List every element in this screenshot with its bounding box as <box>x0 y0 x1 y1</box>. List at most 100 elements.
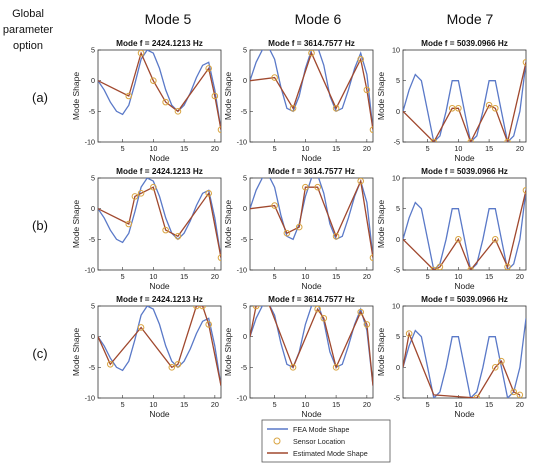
legend-estimated-label: Estimated Mode Shape <box>293 449 368 458</box>
p6-xtick-label: 15 <box>180 400 188 409</box>
p3-ylabel: Mode Shape <box>71 200 81 248</box>
subplot-c-mode-5: Mode f = 2424.1213 Hz 5 10 15 20 -10 -5 0 5 Node M… <box>71 295 222 419</box>
p2-estimated-line <box>403 62 526 142</box>
p4-xtick-label: 15 <box>332 272 340 281</box>
p1-xlabel: Node <box>301 153 322 163</box>
p4-sensor-point <box>357 178 364 185</box>
p1-ytick-label: -5 <box>241 107 247 116</box>
p2-xlabel: Node <box>454 153 475 163</box>
p5-sensor-point <box>491 236 499 243</box>
p2-axes-box <box>402 49 527 143</box>
p5-ylabel: Mode Shape <box>376 200 386 248</box>
p8-sensor-point <box>491 364 499 371</box>
p2-plot-area <box>403 58 526 142</box>
p7-xtick-label: 10 <box>301 400 309 409</box>
p0-sensor-point <box>137 50 145 57</box>
p7-axes-box <box>249 305 374 399</box>
p0-ylabel: Mode Shape <box>71 72 81 120</box>
p4-sensor-point <box>332 232 340 240</box>
p5-ytick-label: 5 <box>396 204 400 213</box>
p4-title: Mode f = 3614.7577 Hz <box>268 167 355 176</box>
p2-ylabel: Mode Shape <box>376 72 386 120</box>
p6-sensor-point <box>137 324 145 331</box>
p4-xlabel: Node <box>301 281 322 291</box>
p1-axes-box <box>249 49 374 143</box>
p7-sensor-point <box>363 321 371 328</box>
row-label-c: (c) <box>32 346 47 361</box>
p7-sensor-point <box>289 364 297 371</box>
p2-sensor-point <box>491 104 499 112</box>
p1-sensor-point <box>357 55 365 63</box>
p3-estimated-line <box>98 186 221 258</box>
p2-sensor-point <box>448 104 456 112</box>
corner-label-line-1: Global <box>12 8 44 20</box>
p0-xtick-label: 20 <box>211 144 219 153</box>
legend-sensor-label: Sensor Location <box>293 437 345 446</box>
p7-sensor-point <box>357 308 365 316</box>
corner-label-line-3: option <box>13 40 43 52</box>
p7-sensor-point <box>314 306 321 313</box>
p7-sensor-point <box>332 364 340 371</box>
p1-sensor-point <box>308 50 315 57</box>
p2-ytick-label: 10 <box>392 46 400 55</box>
p4-sensor-point <box>283 229 291 237</box>
corner-label-line-2: parameter <box>3 24 53 36</box>
p4-sensor-point <box>295 223 303 231</box>
p3-ytick-label: 5 <box>91 174 95 183</box>
p2-fea-line <box>403 62 526 142</box>
p5-sensor-point <box>436 263 444 270</box>
p5-xtick-label: 20 <box>516 272 524 281</box>
p2-xtick-label: 5 <box>426 144 430 153</box>
p4-ytick-label: 5 <box>243 174 247 183</box>
p3-ytick-label: 0 <box>91 204 95 213</box>
p7-sensor-point <box>320 314 328 322</box>
p6-sensor-point <box>193 306 200 310</box>
p4-xtick-label: 20 <box>363 272 371 281</box>
p8-xlabel: Node <box>454 409 475 419</box>
p5-plot-area <box>403 186 526 270</box>
p5-sensor-point <box>455 236 462 243</box>
p0-sensor-point <box>125 92 133 100</box>
p1-ytick-label: 5 <box>243 46 247 55</box>
p1-xtick-label: 10 <box>301 144 309 153</box>
p3-ytick-label: -5 <box>89 235 95 244</box>
p0-xtick-label: 15 <box>180 144 188 153</box>
p6-ytick-label: 0 <box>91 332 95 341</box>
p3-sensor-point <box>205 190 212 197</box>
p7-title: Mode f = 3614.7577 Hz <box>268 295 355 304</box>
p5-ytick-label: 0 <box>396 235 400 244</box>
p0-ytick-label: 0 <box>91 76 95 85</box>
p6-plot-area <box>98 306 221 386</box>
p4-xtick-label: 10 <box>301 272 309 281</box>
p5-title: Mode f = 5039.0966 Hz <box>421 167 508 176</box>
p5-xtick-label: 5 <box>426 272 430 281</box>
p0-fea-line <box>98 50 221 130</box>
p4-sensor-point <box>369 254 373 262</box>
p2-title: Mode f = 5039.0966 Hz <box>421 39 508 48</box>
p3-title: Mode f = 2424.1213 Hz <box>116 167 203 176</box>
p3-xtick-label: 5 <box>121 272 125 281</box>
p4-estimated-line <box>250 178 373 258</box>
p3-axes-box <box>97 177 222 271</box>
p5-estimated-line <box>403 190 526 270</box>
p2-xtick-label: 15 <box>485 144 493 153</box>
p5-ytick-label: -5 <box>394 266 400 275</box>
p0-sensor-point <box>174 108 182 115</box>
p2-ytick-label: 5 <box>396 76 400 85</box>
p0-axes-box <box>97 49 222 143</box>
p5-sensor-point <box>430 266 438 270</box>
p1-sensor-point <box>271 74 278 81</box>
p8-title: Mode f = 5039.0966 Hz <box>421 295 508 304</box>
p3-xtick-label: 10 <box>149 272 157 281</box>
p0-sensor-point <box>150 77 157 84</box>
p0-ytick-label: -10 <box>85 138 95 147</box>
p4-ylabel: Mode Shape <box>223 200 233 248</box>
p8-plot-area <box>403 318 526 398</box>
p3-xlabel: Node <box>149 281 170 291</box>
p6-title: Mode f = 2424.1213 Hz <box>116 295 203 304</box>
p0-plot-area <box>98 50 221 134</box>
p2-ytick-label: 0 <box>396 107 400 116</box>
p6-xtick-label: 10 <box>149 400 157 409</box>
p8-xtick-label: 15 <box>485 400 493 409</box>
p8-sensor-point <box>473 394 481 398</box>
